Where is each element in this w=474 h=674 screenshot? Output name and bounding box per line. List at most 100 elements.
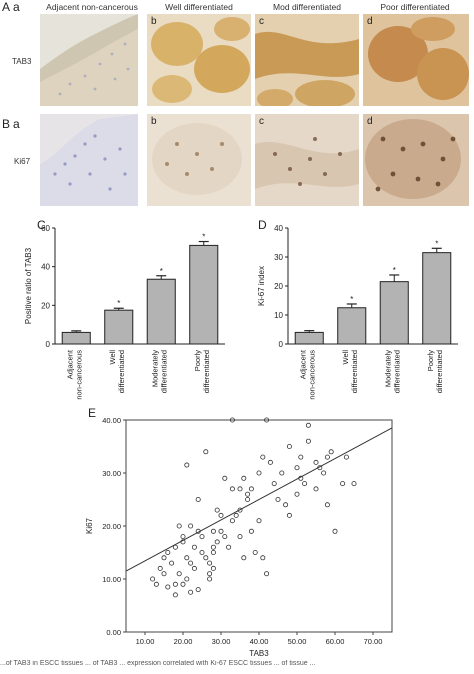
scatter-point bbox=[229, 518, 235, 524]
scatter-point bbox=[199, 534, 205, 540]
significance-marker: * bbox=[202, 233, 205, 242]
scatter-point bbox=[150, 576, 156, 582]
scatter-point bbox=[188, 523, 194, 529]
scatter-point bbox=[340, 481, 346, 487]
sub-letter-c: c bbox=[259, 16, 264, 27]
sub-letter-b: b bbox=[151, 116, 157, 127]
scatter-point bbox=[302, 481, 308, 487]
micrograph-ki67-mod: c bbox=[255, 114, 359, 206]
scatter-point bbox=[294, 465, 300, 471]
panel-letter-a-row-a: a bbox=[13, 0, 20, 14]
scatter-point bbox=[229, 486, 235, 492]
y-tick-label: 40 bbox=[41, 263, 50, 272]
tissue-image bbox=[363, 14, 469, 106]
panel-letter-a-row-b: a bbox=[13, 117, 20, 131]
significance-marker: * bbox=[435, 239, 438, 248]
micrograph-tab3-mod: c bbox=[255, 14, 359, 106]
y-tick-label: 20 bbox=[41, 301, 50, 310]
x-tick-label: differentiated bbox=[117, 350, 126, 393]
scatter-point bbox=[298, 475, 304, 481]
panel-letter-E: E bbox=[88, 406, 97, 420]
scatter-point bbox=[305, 422, 311, 428]
tissue-image bbox=[363, 114, 469, 206]
scatter-point bbox=[172, 592, 178, 598]
scatter-point bbox=[218, 512, 224, 518]
scatter-point bbox=[283, 502, 289, 508]
x-tick-label: differentiated bbox=[435, 350, 444, 393]
y-tick-label: 10.00 bbox=[102, 575, 121, 584]
scatter-point bbox=[207, 571, 213, 577]
scatter-point bbox=[214, 507, 220, 513]
scatter-point bbox=[203, 449, 209, 455]
sub-letter-b: b bbox=[151, 16, 157, 27]
bar bbox=[189, 244, 219, 345]
scatter-point bbox=[313, 459, 319, 465]
column-title-well: Well differentiated bbox=[165, 2, 233, 12]
micrograph-ki67-adjacent bbox=[40, 114, 138, 206]
x-tick-label: differentiated bbox=[392, 350, 401, 393]
bar bbox=[422, 252, 452, 345]
scatter-point bbox=[218, 528, 224, 534]
scatter-point bbox=[317, 465, 323, 471]
scatter-point bbox=[222, 475, 228, 481]
scatter-point bbox=[267, 459, 273, 465]
x-tick-label: 10.00 bbox=[136, 637, 155, 646]
row-label-tab3: TAB3 bbox=[12, 57, 32, 66]
x-tick-label: Well bbox=[341, 350, 350, 365]
y-axis-label: Ki-67 index bbox=[257, 266, 266, 306]
x-tick-label: Moderately bbox=[150, 350, 159, 387]
x-tick-label: Moderately bbox=[383, 350, 392, 387]
column-title-poor: Poor differentiated bbox=[380, 2, 450, 12]
bar bbox=[146, 278, 176, 345]
scatter-point bbox=[184, 462, 190, 468]
x-tick-label: 50.00 bbox=[288, 637, 307, 646]
scatter-point bbox=[210, 565, 216, 571]
scatter-point bbox=[237, 486, 243, 492]
scatter-point bbox=[321, 470, 327, 476]
x-tick-label: differentiated bbox=[350, 350, 359, 393]
sub-letter-c: c bbox=[259, 116, 264, 127]
scatter-point bbox=[191, 544, 197, 550]
scatter-point bbox=[343, 454, 349, 460]
scatter-point bbox=[241, 475, 247, 481]
scatter-chart-tab3-ki67: 10.00 20.00 30.00 40.00 50.00 60.00 70.00 0.00 1… bbox=[85, 416, 393, 658]
x-tick-label: non-cancerous bbox=[307, 350, 316, 400]
micrograph-ki67-poor: d bbox=[363, 114, 469, 206]
scatter-point bbox=[279, 470, 285, 476]
scatter-point bbox=[275, 497, 281, 503]
bar bbox=[104, 309, 134, 345]
scatter-point bbox=[245, 491, 251, 497]
significance-marker: * bbox=[393, 266, 396, 275]
regression-line bbox=[125, 427, 393, 572]
x-tick-label: 20.00 bbox=[174, 637, 193, 646]
scatter-point bbox=[324, 502, 330, 508]
scatter-point bbox=[180, 539, 186, 545]
tissue-image bbox=[40, 114, 138, 206]
significance-marker: * bbox=[350, 295, 353, 304]
tissue-image bbox=[255, 14, 359, 106]
micrograph-tab3-adjacent bbox=[40, 14, 138, 106]
scatter-point bbox=[207, 560, 213, 566]
x-tick-label: Adjacent bbox=[65, 349, 74, 379]
y-tick-label: 40 bbox=[274, 224, 283, 233]
scatter-point bbox=[165, 584, 171, 590]
scatter-point bbox=[222, 534, 228, 540]
scatter-point bbox=[199, 549, 205, 555]
scatter-point bbox=[169, 560, 175, 566]
panel-letter-C: C bbox=[37, 218, 46, 232]
caption-fragment: ...of TAB3 in ESCC tissues ... of TAB3 .… bbox=[0, 660, 316, 667]
y-tick-label: 20.00 bbox=[102, 522, 121, 531]
scatter-point bbox=[161, 571, 167, 577]
x-tick-label: 70.00 bbox=[364, 637, 383, 646]
scatter-point bbox=[233, 512, 239, 518]
y-tick-label: 30.00 bbox=[102, 469, 121, 478]
sub-letter-d: d bbox=[367, 116, 373, 127]
scatter-point bbox=[195, 528, 201, 534]
scatter-point bbox=[165, 549, 171, 555]
scatter-point bbox=[203, 555, 209, 561]
scatter-point bbox=[180, 581, 186, 587]
scatter-point bbox=[214, 539, 220, 545]
scatter-point bbox=[332, 528, 338, 534]
scatter-point bbox=[188, 560, 194, 566]
scatter-point bbox=[153, 581, 159, 587]
